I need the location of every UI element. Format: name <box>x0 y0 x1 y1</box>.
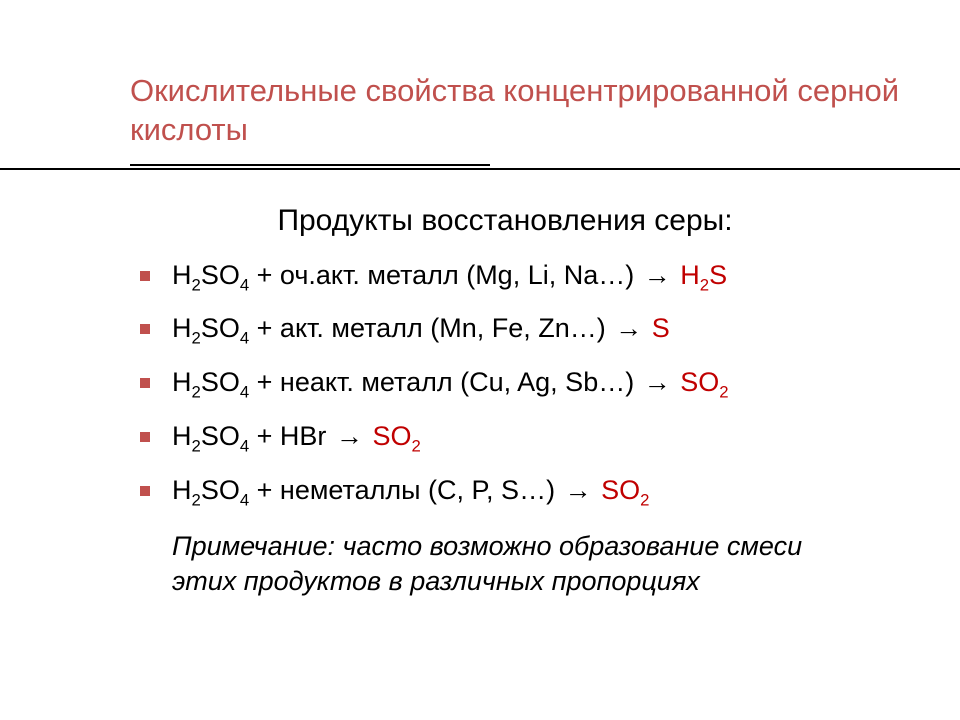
arrow-icon: → <box>642 367 673 399</box>
title-line-1: Окислительные свойства концентрированной… <box>130 73 899 108</box>
slide-title: Окислительные свойства концентрированной… <box>100 72 910 150</box>
equation-item: H2SO4 + HBr → SO2 <box>140 421 910 453</box>
equation-item: H2SO4 + неакт. металл (Cu, Ag, Sb…) → SO… <box>140 367 910 399</box>
arrow-icon: → <box>334 421 365 453</box>
note-item: Примечание: часто возможно образование с… <box>140 529 910 599</box>
title-rule-short <box>130 164 490 166</box>
equation-list: H2SO4 + оч.акт. металл (Mg, Li, Na…) → H… <box>100 260 910 599</box>
lhs-rest: + акт. металл (Mn, Fe, Zn…) <box>257 313 606 343</box>
product-formula: SO2 <box>680 367 728 397</box>
lhs-formula: H2SO4 <box>172 260 249 290</box>
equation-lhs: H2SO4 + HBr <box>172 421 334 451</box>
equation-lhs: H2SO4 + неакт. металл (Cu, Ag, Sb…) <box>172 367 642 397</box>
product-formula: SO2 <box>372 421 420 451</box>
lhs-formula: H2SO4 <box>172 313 249 343</box>
product-formula: H2S <box>680 260 727 290</box>
equation-item: H2SO4 + неметаллы (C, P, S…) → SO2 <box>140 475 910 507</box>
lhs-rest: + HBr <box>257 421 327 451</box>
equation-item: H2SO4 + оч.акт. металл (Mg, Li, Na…) → H… <box>140 260 910 292</box>
arrow-icon: → <box>642 260 673 292</box>
title-line-2: кислоты <box>130 112 248 147</box>
arrow-icon: → <box>613 313 644 345</box>
slide: Окислительные свойства концентрированной… <box>0 0 960 720</box>
lhs-rest: + неакт. металл (Cu, Ag, Sb…) <box>257 367 635 397</box>
note-text: Примечание: часто возможно образование с… <box>172 529 910 599</box>
equation-lhs: H2SO4 + оч.акт. металл (Mg, Li, Na…) <box>172 260 642 290</box>
lhs-rest: + неметаллы (C, P, S…) <box>257 475 555 505</box>
lhs-formula: H2SO4 <box>172 475 249 505</box>
lhs-formula: H2SO4 <box>172 367 249 397</box>
title-rule <box>100 164 910 174</box>
product-formula: SO2 <box>601 475 649 505</box>
lhs-formula: H2SO4 <box>172 421 249 451</box>
equation-item: H2SO4 + акт. металл (Mn, Fe, Zn…) → S <box>140 313 910 345</box>
arrow-icon: → <box>563 475 594 507</box>
product-formula: S <box>652 313 670 343</box>
equation-lhs: H2SO4 + акт. металл (Mn, Fe, Zn…) <box>172 313 613 343</box>
subtitle: Продукты восстановления серы: <box>100 204 910 238</box>
title-rule-main <box>0 168 960 170</box>
equation-lhs: H2SO4 + неметаллы (C, P, S…) <box>172 475 563 505</box>
lhs-rest: + оч.акт. металл (Mg, Li, Na…) <box>257 260 635 290</box>
